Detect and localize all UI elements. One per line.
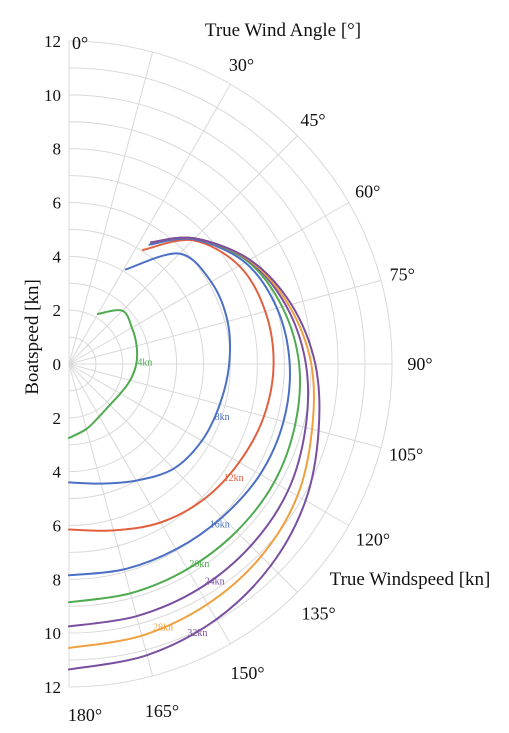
series-label-28kn: 28kn <box>153 622 173 633</box>
angle-tick-label: 135° <box>302 604 336 624</box>
radial-tick-label: 4 <box>53 247 62 266</box>
radial-tick-label: 12 <box>44 678 61 697</box>
radial-tick-label: 6 <box>53 517 62 536</box>
series-label-12kn: 12kn <box>224 473 244 484</box>
series-line-4kn <box>68 309 139 439</box>
grid-spoke <box>68 363 231 644</box>
series-label-8kn: 8kn <box>215 412 230 423</box>
angle-tick-label: 150° <box>230 663 264 683</box>
polar-curves <box>68 236 321 671</box>
radial-tick-label: 10 <box>44 624 61 643</box>
angle-tick-label: 45° <box>300 110 325 130</box>
series-label-24kn: 24kn <box>205 576 225 587</box>
angle-tick-label: 60° <box>355 182 380 202</box>
legend-title: True Windspeed [kn] <box>330 569 491 590</box>
angle-tick-label: 90° <box>407 354 432 374</box>
series-label-16kn: 16kn <box>210 519 230 530</box>
radial-tick-label: 10 <box>44 86 61 105</box>
grid-spoke <box>68 51 154 365</box>
series-line-16kn <box>68 237 291 577</box>
grid-spoke <box>68 279 382 365</box>
radial-tick-label: 12 <box>44 32 61 51</box>
series-label-32kn: 32kn <box>187 628 207 639</box>
grid-spoke <box>68 84 231 365</box>
radial-tick-label: 8 <box>53 140 62 159</box>
chart-labels: True Wind Angle [°] Boatspeed [kn] True … <box>22 20 490 725</box>
angle-tick-label: 75° <box>390 265 415 285</box>
angle-tick-label: 180° <box>68 705 102 725</box>
radial-tick-label: 2 <box>53 301 62 320</box>
radial-tick-label: 4 <box>53 463 62 482</box>
grid-spoke <box>68 363 349 526</box>
radial-axis-label: Boatspeed [kn] <box>22 279 43 395</box>
chart-title: True Wind Angle [°] <box>205 20 361 41</box>
polar-grid <box>68 40 393 688</box>
angle-tick-label: 30° <box>229 55 254 75</box>
angle-tick-label: 105° <box>389 444 423 464</box>
radial-tick-label: 2 <box>53 409 62 428</box>
angle-tick-label: 165° <box>145 701 179 721</box>
angle-tick-label: 0° <box>72 33 88 53</box>
series-label-4kn: 4kn <box>137 357 152 368</box>
grid-spoke <box>68 202 349 365</box>
series-line-8kn <box>68 252 232 485</box>
grid-spoke <box>68 135 298 365</box>
angle-tick-label: 120° <box>356 530 390 550</box>
radial-tick-label: 6 <box>53 194 62 213</box>
grid-spoke <box>68 363 298 593</box>
radial-tick-label: 0 <box>53 355 62 374</box>
grid-spoke <box>68 363 154 677</box>
radial-tick-label: 8 <box>53 570 62 589</box>
series-line-12kn <box>68 238 275 532</box>
grid-spoke <box>68 363 382 449</box>
series-line-32kn <box>68 236 321 671</box>
series-label-20kn: 20kn <box>189 559 209 570</box>
